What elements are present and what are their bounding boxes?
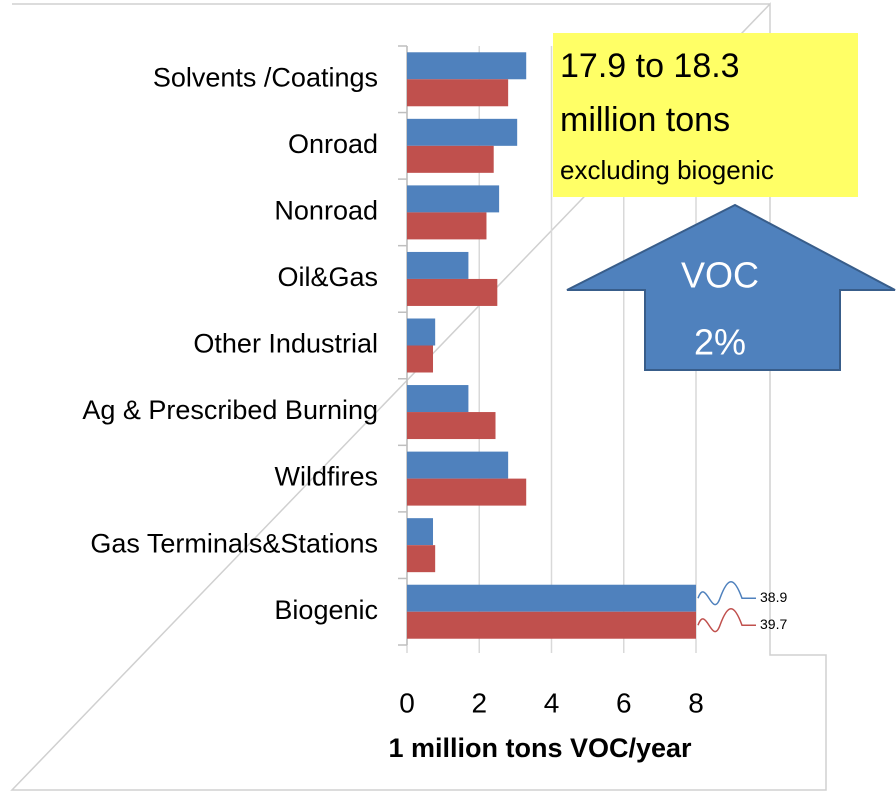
x-tick-label: 0	[399, 687, 415, 718]
y-tick-label: Wildfires	[274, 462, 378, 492]
bar	[407, 185, 500, 213]
bar	[407, 278, 498, 306]
bar	[407, 118, 518, 146]
x-axis-label: 1 million tons VOC/year	[388, 733, 692, 763]
bar	[407, 584, 696, 612]
annotation-box	[553, 33, 858, 197]
y-tick-label: Solvents /Coatings	[153, 62, 378, 92]
bar	[407, 251, 469, 279]
x-tick-label: 6	[616, 687, 632, 718]
y-tick-label: Gas Terminals&Stations	[90, 528, 378, 558]
arrow-text: VOC	[681, 255, 759, 296]
bar	[407, 52, 527, 80]
bar	[407, 385, 469, 413]
arrow-text: 2%	[694, 322, 746, 363]
bar	[407, 412, 496, 440]
data-label: 39.7	[760, 616, 787, 632]
bar	[407, 611, 696, 639]
arrow	[566, 203, 896, 371]
x-tick-label: 8	[688, 687, 704, 718]
axis-break	[697, 607, 756, 633]
y-tick-label: Nonroad	[274, 196, 378, 226]
axis-break	[697, 580, 756, 606]
bar	[407, 212, 487, 240]
y-tick-label: Biogenic	[274, 595, 378, 625]
x-tick-label: 2	[471, 687, 487, 718]
bar	[407, 318, 436, 346]
bar	[407, 518, 434, 546]
bar	[407, 545, 436, 573]
y-tick-label: Ag & Prescribed Burning	[82, 395, 378, 425]
y-tick-label: Onroad	[288, 129, 378, 159]
annotation-text: million tons	[560, 101, 730, 139]
bar	[407, 79, 509, 107]
bar	[407, 451, 509, 479]
annotation-text: 17.9 to 18.3	[560, 47, 740, 85]
frame	[10, 2, 827, 791]
annotation-text: excluding biogenic	[560, 155, 774, 185]
data-label: 38.9	[760, 589, 787, 605]
bar	[407, 478, 527, 506]
y-tick-label: Other Industrial	[193, 329, 378, 359]
y-tick-label: Oil&Gas	[277, 262, 378, 292]
x-tick-label: 4	[544, 687, 560, 718]
bar	[407, 345, 434, 373]
bar	[407, 145, 494, 173]
